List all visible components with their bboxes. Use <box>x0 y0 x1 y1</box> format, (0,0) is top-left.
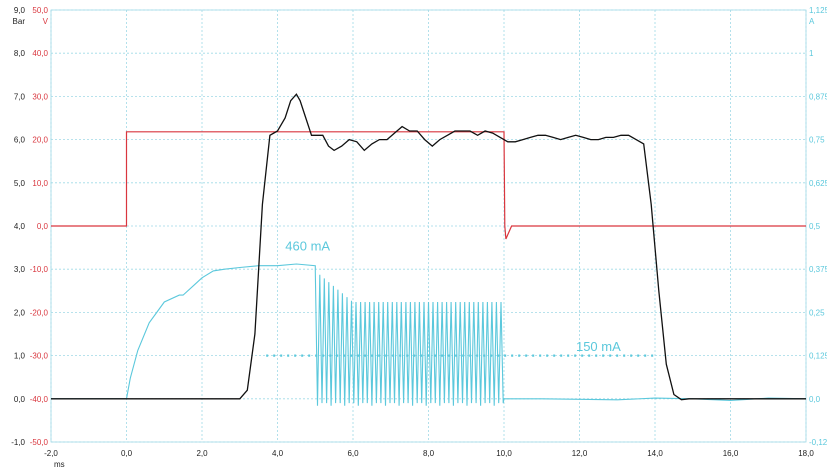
series-line-pressure <box>51 93 806 401</box>
y-tick-label-voltage: 40,0 <box>32 49 48 58</box>
y-tick-label-current: 1,125 <box>809 6 827 15</box>
x-axis-unit: ms <box>54 460 65 469</box>
y-tick-label-pressure: 4,0 <box>14 222 26 231</box>
y-axis-unit-current: A <box>809 17 815 26</box>
x-tick-label: 4,0 <box>272 449 284 458</box>
y-tick-label-voltage: -30,0 <box>30 352 49 361</box>
x-tick-label: 18,0 <box>798 449 814 458</box>
y-tick-label-voltage: -50,0 <box>30 438 49 447</box>
x-tick-label: 8,0 <box>423 449 435 458</box>
annotation-460ma: 460 mA <box>285 239 330 254</box>
y-tick-label-current: 1 <box>809 49 814 58</box>
y-tick-label-current: 0,0 <box>809 395 821 404</box>
y-tick-label-voltage: 50,0 <box>32 6 48 15</box>
y-tick-label-current: 0,125 <box>809 352 827 361</box>
y-tick-label-current: 0,5 <box>809 222 821 231</box>
series-line-voltage <box>51 131 806 240</box>
y-tick-label-voltage: 0,0 <box>37 222 49 231</box>
y-axis-unit-voltage: V <box>43 17 49 26</box>
x-tick-label: 16,0 <box>723 449 739 458</box>
y-tick-label-current: 0,75 <box>809 136 825 145</box>
y-axis-unit-pressure: Bar <box>13 17 26 26</box>
y-tick-label-voltage: 20,0 <box>32 136 48 145</box>
y-tick-label-pressure: 2,0 <box>14 308 26 317</box>
y-tick-label-pressure: 5,0 <box>14 179 26 188</box>
x-tick-label: 10,0 <box>496 449 512 458</box>
y-tick-label-pressure: 7,0 <box>14 92 26 101</box>
series-line-current <box>51 263 807 406</box>
x-tick-label: 14,0 <box>647 449 663 458</box>
x-tick-label: 0,0 <box>121 449 133 458</box>
y-tick-label-current: 0,25 <box>809 308 825 317</box>
y-tick-label-voltage: 30,0 <box>32 92 48 101</box>
annotation-150ma: 150 mA <box>576 339 621 354</box>
x-tick-label: 6,0 <box>347 449 359 458</box>
y-tick-label-voltage: -20,0 <box>30 308 49 317</box>
y-tick-label-voltage: 10,0 <box>32 179 48 188</box>
y-tick-label-pressure: -1,0 <box>11 438 25 447</box>
y-tick-label-current: -0,125 <box>809 438 827 447</box>
y-tick-label-pressure: 1,0 <box>14 352 26 361</box>
x-tick-label: 12,0 <box>572 449 588 458</box>
y-tick-label-pressure: 9,0 <box>14 6 26 15</box>
y-tick-label-current: 0,375 <box>809 265 827 274</box>
y-tick-label-pressure: 6,0 <box>14 136 26 145</box>
y-tick-label-voltage: -10,0 <box>30 265 49 274</box>
x-tick-label: -2,0 <box>44 449 58 458</box>
y-tick-label-current: 0,875 <box>809 92 827 101</box>
y-tick-label-pressure: 3,0 <box>14 265 26 274</box>
y-tick-label-voltage: -40,0 <box>30 395 49 404</box>
y-tick-label-pressure: 0,0 <box>14 395 26 404</box>
y-tick-label-current: 0,625 <box>809 179 827 188</box>
y-tick-label-pressure: 8,0 <box>14 49 26 58</box>
x-tick-label: 2,0 <box>196 449 208 458</box>
